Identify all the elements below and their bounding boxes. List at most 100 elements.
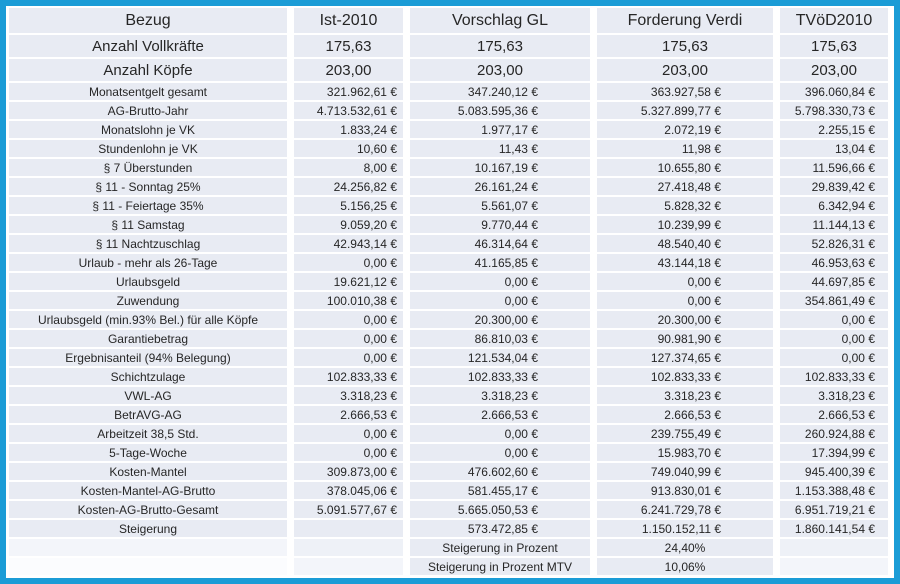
row-label-urlaub-mehr-als-26-tage: Urlaub - mehr als 26-Tage	[9, 254, 287, 271]
cell-kosten-mantel-ag-brutto-col4: 913.830,01 €	[597, 482, 773, 499]
row-label-kosten-ag-brutto-gesamt: Kosten-AG-Brutto-Gesamt	[9, 501, 287, 518]
row-label-zuwendung: Zuwendung	[9, 292, 287, 309]
cell-kosten-ag-brutto-gesamt-col4: 6.241.729,78 €	[597, 501, 773, 518]
cell-schichtzulage-col4: 102.833,33 €	[597, 368, 773, 385]
cell-betravg-ag-col2: 2.666,53 €	[294, 406, 403, 423]
cell-anzahl-köpfe-col2: 203,00	[294, 59, 403, 81]
cell-stundenlohn-je-vk-col4: 11,98 €	[597, 140, 773, 157]
cell-urlaubsgeld-min-93%-bel-für-alle-köpfe-col4: 20.300,00 €	[597, 311, 773, 328]
cell-§-7-überstunden-col5: 11.596,66 €	[780, 159, 888, 176]
cell-monatslohn-je-vk-col4: 2.072,19 €	[597, 121, 773, 138]
column-header-tvöd2010: TVöD2010	[780, 8, 888, 33]
cell-monatslohn-je-vk-col2: 1.833,24 €	[294, 121, 403, 138]
row-label-arbeitzeit-38-5-std: Arbeitzeit 38,5 Std.	[9, 425, 287, 442]
column-header-forderung-verdi: Forderung Verdi	[597, 8, 773, 33]
cell-zuwendung-col4: 0,00 €	[597, 292, 773, 309]
cell-kosten-mantel-ag-brutto-col2: 378.045,06 €	[294, 482, 403, 499]
cell-monatsentgelt-gesamt-col4: 363.927,58 €	[597, 83, 773, 100]
cell-vwl-ag-col4: 3.318,23 €	[597, 387, 773, 404]
cell-betravg-ag-col3: 2.666,53 €	[410, 406, 590, 423]
cell-ag-brutto-jahr-col2: 4.713.532,61 €	[294, 102, 403, 119]
cell-§-11-nachtzuschlag-col2: 42.943,14 €	[294, 235, 403, 252]
cell-ag-brutto-jahr-col4: 5.327.899,77 €	[597, 102, 773, 119]
cell-kosten-ag-brutto-gesamt-col3: 5.665.050,53 €	[410, 501, 590, 518]
cell-§-11-nachtzuschlag-col3: 46.314,64 €	[410, 235, 590, 252]
cell-kosten-mantel-col5: 945.400,39 €	[780, 463, 888, 480]
cell-urlaubsgeld-min-93%-bel-für-alle-köpfe-col2: 0,00 €	[294, 311, 403, 328]
cell-ergebnisanteil-94%-belegung-col3: 121.534,04 €	[410, 349, 590, 366]
cell-steigerung-col5: 1.860.141,54 €	[780, 520, 888, 537]
cell-§-11-feiertage-35%-col5: 6.342,94 €	[780, 197, 888, 214]
cell-kosten-mantel-ag-brutto-col3: 581.455,17 €	[410, 482, 590, 499]
row-label-urlaubsgeld: Urlaubsgeld	[9, 273, 287, 290]
cell-zuwendung-col2: 100.010,38 €	[294, 292, 403, 309]
cell-schichtzulage-col2: 102.833,33 €	[294, 368, 403, 385]
cell-stundenlohn-je-vk-col5: 13,04 €	[780, 140, 888, 157]
cell-ag-brutto-jahr-col3: 5.083.595,36 €	[410, 102, 590, 119]
cell-§-11-samstag-col2: 9.059,20 €	[294, 216, 403, 233]
cell-kosten-ag-brutto-gesamt-col5: 6.951.719,21 €	[780, 501, 888, 518]
cell-garantiebetrag-col5: 0,00 €	[780, 330, 888, 347]
column-header-ist-2010: Ist-2010	[294, 8, 403, 33]
row-label-monatslohn-je-vk: Monatslohn je VK	[9, 121, 287, 138]
row-label-§-7-überstunden: § 7 Überstunden	[9, 159, 287, 176]
cell-urlaubsgeld-col5: 44.697,85 €	[780, 273, 888, 290]
row-label-betravg-ag: BetrAVG-AG	[9, 406, 287, 423]
cell-§-11-samstag-col4: 10.239,99 €	[597, 216, 773, 233]
cell-5-tage-woche-col4: 15.983,70 €	[597, 444, 773, 461]
salary-comparison-table: Bezug Ist-2010 Vorschlag GL Forderung Verdi…	[9, 8, 891, 575]
row-label-ag-brutto-jahr: AG-Brutto-Jahr	[9, 102, 287, 119]
cell-§-11-sonntag-25%-col3: 26.161,24 €	[410, 178, 590, 195]
row-label-urlaubsgeld-min-93%-bel-für-alle-köpfe: Urlaubsgeld (min.93% Bel.) für alle Köpf…	[9, 311, 287, 328]
cell-§-11-sonntag-25%-col5: 29.839,42 €	[780, 178, 888, 195]
cell-betravg-ag-col4: 2.666,53 €	[597, 406, 773, 423]
cell-kosten-ag-brutto-gesamt-col2: 5.091.577,67 €	[294, 501, 403, 518]
column-header-vorschlag-gl: Vorschlag GL	[410, 8, 590, 33]
cell-vwl-ag-col3: 3.318,23 €	[410, 387, 590, 404]
cell-monatsentgelt-gesamt-col2: 321.962,61 €	[294, 83, 403, 100]
cell-urlaubsgeld-min-93%-bel-für-alle-köpfe-col5: 0,00 €	[780, 311, 888, 328]
cell-steigerung-col3: 573.472,85 €	[410, 520, 590, 537]
cell-steigerung-col4: 1.150.152,11 €	[597, 520, 773, 537]
footer-empty-bezug-0	[9, 539, 287, 556]
cell-stundenlohn-je-vk-col2: 10,60 €	[294, 140, 403, 157]
cell-arbeitzeit-38-5-std-col4: 239.755,49 €	[597, 425, 773, 442]
row-label-§-11-sonntag-25%: § 11 - Sonntag 25%	[9, 178, 287, 195]
column-header-bezug: Bezug	[9, 8, 287, 33]
row-label-§-11-samstag: § 11 Samstag	[9, 216, 287, 233]
cell-arbeitzeit-38-5-std-col3: 0,00 €	[410, 425, 590, 442]
cell-monatslohn-je-vk-col5: 2.255,15 €	[780, 121, 888, 138]
cell-vwl-ag-col5: 3.318,23 €	[780, 387, 888, 404]
cell-zuwendung-col3: 0,00 €	[410, 292, 590, 309]
cell-§-7-überstunden-col3: 10.167,19 €	[410, 159, 590, 176]
cell-anzahl-vollkräfte-col5: 175,63	[780, 35, 888, 57]
cell-anzahl-vollkräfte-col4: 175,63	[597, 35, 773, 57]
cell-arbeitzeit-38-5-std-col5: 260.924,88 €	[780, 425, 888, 442]
cell-§-11-sonntag-25%-col4: 27.418,48 €	[597, 178, 773, 195]
cell-§-11-feiertage-35%-col2: 5.156,25 €	[294, 197, 403, 214]
cell-§-11-nachtzuschlag-col4: 48.540,40 €	[597, 235, 773, 252]
cell-ag-brutto-jahr-col5: 5.798.330,73 €	[780, 102, 888, 119]
footer-empty-ist-0	[294, 539, 403, 556]
cell-§-7-überstunden-col2: 8,00 €	[294, 159, 403, 176]
cell-§-11-sonntag-25%-col2: 24.256,82 €	[294, 178, 403, 195]
cell-urlaub-mehr-als-26-tage-col5: 46.953,63 €	[780, 254, 888, 271]
footer-empty-tvoed-1	[780, 558, 888, 575]
cell-urlaubsgeld-col3: 0,00 €	[410, 273, 590, 290]
cell-monatsentgelt-gesamt-col3: 347.240,12 €	[410, 83, 590, 100]
cell-kosten-mantel-col4: 749.040,99 €	[597, 463, 773, 480]
cell-§-11-nachtzuschlag-col5: 52.826,31 €	[780, 235, 888, 252]
cell-schichtzulage-col3: 102.833,33 €	[410, 368, 590, 385]
cell-§-11-samstag-col3: 9.770,44 €	[410, 216, 590, 233]
row-label-§-11-feiertage-35%: § 11 - Feiertage 35%	[9, 197, 287, 214]
cell-§-11-feiertage-35%-col3: 5.561,07 €	[410, 197, 590, 214]
row-label-stundenlohn-je-vk: Stundenlohn je VK	[9, 140, 287, 157]
cell-anzahl-köpfe-col5: 203,00	[780, 59, 888, 81]
cell-anzahl-vollkräfte-col3: 175,63	[410, 35, 590, 57]
footer-value-steigerung-in-prozent: 24,40%	[597, 539, 773, 556]
row-label-§-11-nachtzuschlag: § 11 Nachtzuschlag	[9, 235, 287, 252]
cell-§-11-feiertage-35%-col4: 5.828,32 €	[597, 197, 773, 214]
cell-urlaub-mehr-als-26-tage-col2: 0,00 €	[294, 254, 403, 271]
cell-ergebnisanteil-94%-belegung-col5: 0,00 €	[780, 349, 888, 366]
